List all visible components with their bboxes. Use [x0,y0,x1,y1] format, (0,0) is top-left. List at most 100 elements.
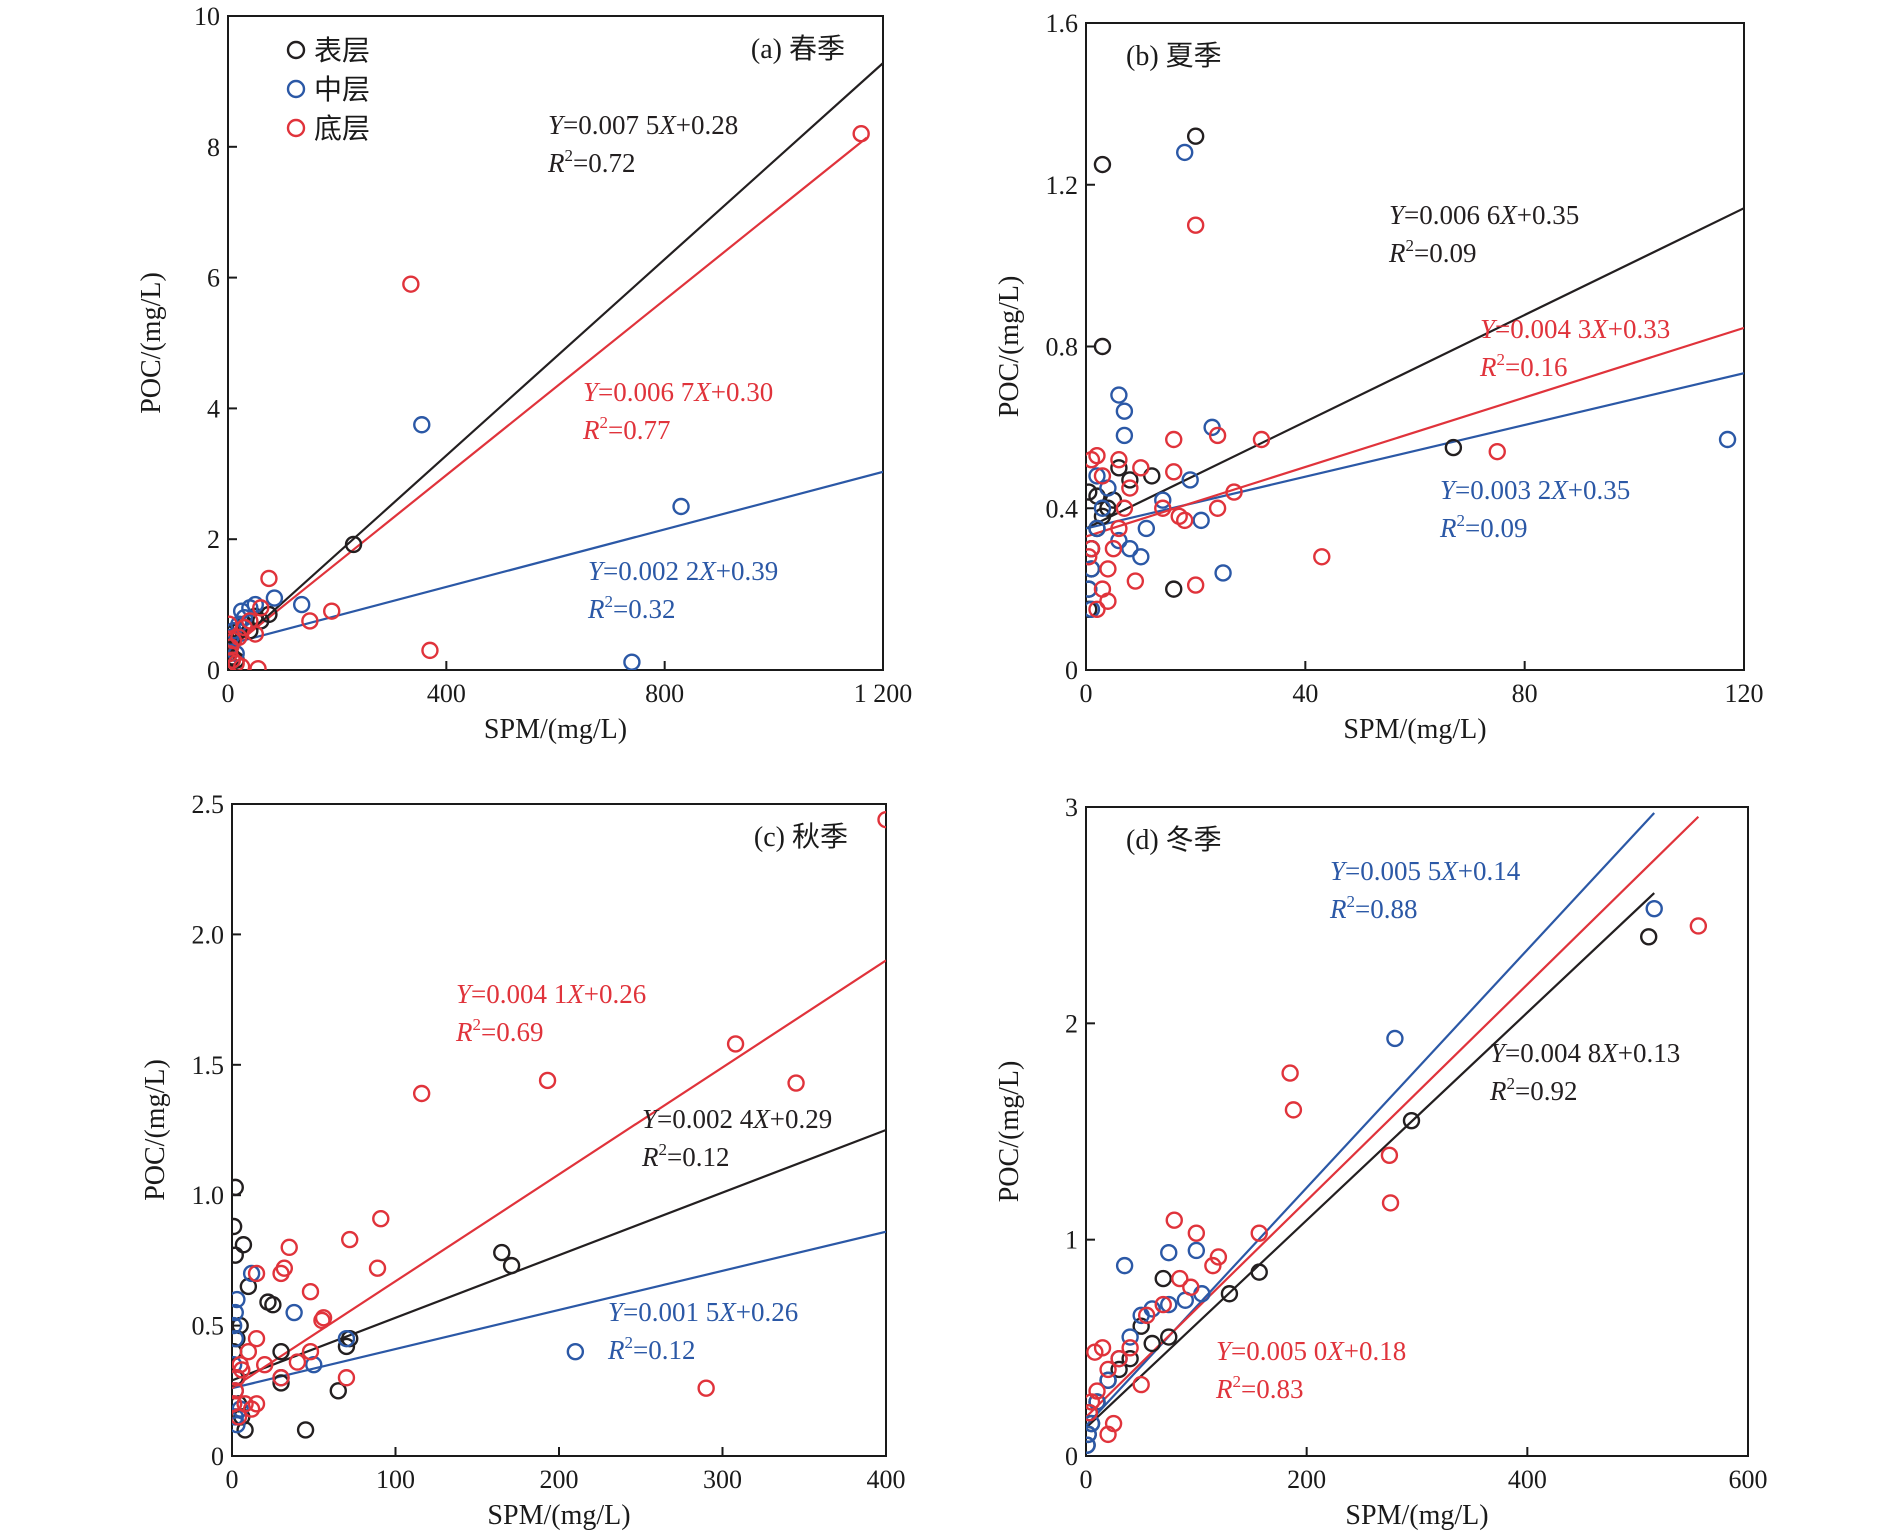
data-point-middle [1088,467,1106,485]
fit-line-middle [228,470,883,646]
data-point-bottom [228,615,238,633]
data-point-bottom [412,1084,431,1103]
data-point-bottom [1115,499,1134,517]
data-point-middle [337,1329,356,1348]
data-point-surface [1220,1285,1239,1303]
fit-line-bottom [232,959,886,1390]
y-tick-label: 1.0 [192,1181,225,1210]
x-tick-label: 300 [703,1465,742,1494]
x-tick-label: 120 [1725,679,1764,708]
y-tick-label: 8 [207,133,220,162]
data-point-bottom [337,1369,356,1387]
panel-3: 0 100 200 300 400 0 0.5 1.0 1.5 2.0 2.5 SPM/(mg/L) P… [140,790,906,1531]
r-squared-line: R2=0.72 [547,146,635,178]
data-point-bottom [1086,548,1098,566]
data-point-middle [1121,539,1139,558]
data-point-surface [1121,1349,1139,1368]
data-point-bottom [301,612,319,630]
equation-line: Y=0.002 2X+0.39 [588,556,778,586]
panel-1: 0 400 800 1 200 0 2 4 6 8 10 SPM/(mg/L) POC/(mg/L) (… [136,2,912,745]
data-point-middle [1121,1328,1139,1346]
y-tick-label: 0 [207,656,220,685]
data-point-bottom [301,1342,320,1361]
data-point-middle [1088,519,1106,538]
data-point-bottom [1154,1295,1172,1314]
x-tick-label: 0 [1080,679,1093,708]
data-point-bottom [1086,1343,1104,1361]
y-tick-label: 10 [194,2,220,31]
data-point-bottom [1121,1339,1139,1357]
panel-title: (a) 春季 [751,33,845,65]
data-point-bottom [1099,560,1117,578]
data-point-surface [1121,471,1139,489]
y-tick-label: 0 [1065,656,1078,685]
data-point-middle [285,1303,303,1322]
data-point-bottom [1088,446,1106,465]
data-point-bottom [314,1309,333,1327]
data-point-middle [1181,471,1199,489]
data-point-bottom [252,599,270,617]
y-axis-label: POC/(mg/L) [140,1059,171,1201]
data-point-surface [337,1337,356,1356]
data-point-middle [672,497,690,516]
data-point-middle [1093,499,1112,517]
data-point-surface [1143,467,1161,485]
y-tick-label: 1 [1065,1226,1078,1255]
panel-title: (b) 夏季 [1126,40,1222,72]
data-point-bottom [1209,1248,1228,1266]
data-point-surface [234,1236,253,1254]
data-point-middle [1137,519,1156,538]
legend-marker-surface [286,40,306,60]
data-point-bottom [538,1071,557,1090]
legend-marker-middle [286,79,306,99]
data-point-middle [1115,426,1134,445]
equation-bottom: Y=0.005 0X+0.18 R2=0.83 [1215,1336,1406,1404]
x-tick-label: 100 [376,1465,415,1494]
x-tick-label: 40 [1292,679,1318,708]
data-point-middle [1115,402,1134,420]
data-point-middle [1099,1371,1117,1389]
data-point-middle [1110,386,1128,404]
y-tick-label: 1.5 [192,1051,225,1080]
r-squared-line: R2=0.92 [1489,1074,1577,1106]
y-tick-label: 3 [1065,793,1078,822]
equation-bottom: Y=0.004 3X+0.33 R2=0.16 [1479,314,1670,382]
data-point-bottom [877,810,886,829]
data-point-surface [1086,483,1098,501]
x-tick-label: 0 [1080,1465,1093,1494]
fit-line-surface [228,62,883,653]
data-point-bottom [228,638,240,656]
data-point-surface [493,1243,511,1262]
data-point-bottom [1380,1146,1399,1164]
data-point-bottom [372,1209,390,1228]
data-point-middle [228,628,240,646]
data-point-middle [232,1329,244,1348]
data-point-bottom [1165,430,1183,449]
data-point-middle [1086,560,1101,578]
x-axis-label: SPM/(mg/L) [487,1500,630,1531]
data-point-bottom [247,1329,266,1348]
equation-line: Y=0.006 6X+0.35 [1389,200,1579,230]
data-point-bottom [1187,1224,1206,1242]
panel-title: (d) 冬季 [1126,824,1222,856]
panel-2: 0 40 80 120 0 0.4 0.8 1.2 1.6 SPM/(mg/L) POC/(mg/L… [994,9,1764,745]
data-point-bottom [697,1379,715,1397]
data-point-middle [242,1264,261,1283]
r-squared-line: R2=0.32 [587,592,675,624]
x-tick-label: 400 [1508,1465,1547,1494]
data-point-bottom [260,569,278,588]
data-point-surface [1402,1111,1421,1130]
plot-area [228,62,883,670]
equation-middle: Y=0.001 5X+0.26 R2=0.12 [607,1297,798,1365]
data-point-surface [272,1342,290,1361]
equation-surface: Y=0.007 5X+0.28 R2=0.72 [547,110,738,178]
data-point-surface [1093,155,1112,174]
data-point-bottom [1099,1360,1117,1379]
y-tick-label: 2 [1065,1009,1078,1038]
y-axis-label: POC/(mg/L) [994,276,1025,418]
data-point-bottom [852,125,870,143]
r-squared-line: R2=0.09 [1439,511,1527,543]
data-point-bottom [272,1264,290,1283]
data-point-surface [329,1382,347,1400]
